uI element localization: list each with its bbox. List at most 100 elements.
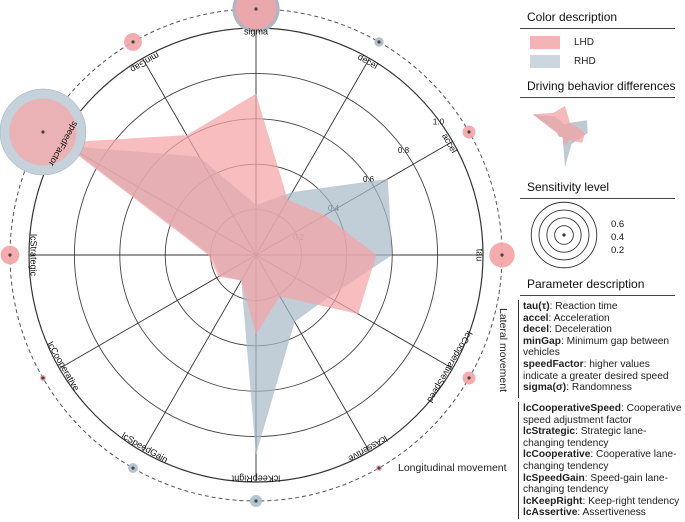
series-point-rhd (391, 254, 393, 256)
series-point-lhd (255, 334, 257, 336)
parameter-name: lcAssertive (523, 507, 578, 519)
parameter-desc: : Acceleration (548, 312, 610, 324)
radial-tick-label: 0.6 (363, 175, 375, 184)
legend-label-lhd: LHD (574, 37, 595, 48)
sensitivity-center-dot (254, 499, 258, 503)
axis-label-lcspeedgain: lcSpeedGain (120, 430, 170, 464)
parameter-item: sigma(σ): Randomness (523, 382, 683, 394)
lhd-swatch (530, 36, 560, 49)
sensitivity-center-dot (377, 40, 381, 44)
parameter-item: speedFactor: higher values indicate a gr… (523, 359, 683, 382)
parameter-item: lcSpeedGain: Speed-gain lane-changing te… (523, 473, 683, 496)
parameter-item: lcCooperative: Cooperative lane-changing… (523, 449, 683, 472)
lateral-movement-label: Lateral movement (497, 307, 509, 393)
parameter-desc: : Cooperative lane-changing tendency (523, 449, 677, 472)
series-point-lhd (376, 254, 378, 256)
divider (520, 295, 675, 296)
divider (520, 97, 675, 98)
sensitivity-center-dot (467, 130, 471, 134)
axis-label-tau: tau (475, 249, 485, 262)
sensitivity-level-center (562, 233, 566, 237)
parameter-desc: : Reaction time (549, 301, 618, 312)
series-point-rhd (220, 275, 222, 277)
parameter-desc: : Minimum gap between vehicles (523, 335, 670, 359)
sensitivity-center-dot (131, 466, 135, 470)
parameter-desc: : Randomness (566, 382, 632, 394)
series-point-lhd (255, 93, 257, 95)
parameter-desc: : Deceleration (549, 324, 612, 336)
series-point-lhd (324, 214, 326, 216)
parameter-name: minGap (523, 335, 561, 347)
series-lhd (61, 93, 377, 335)
mini-series-lhd (532, 106, 586, 147)
series-point-lhd (218, 276, 220, 278)
parameter-desc: : Strategic lane-changing tendency (523, 426, 647, 449)
axis-label-accel: accel (440, 132, 459, 155)
axis-label-sigma: sigma (244, 26, 268, 36)
radar-series (61, 93, 393, 456)
parameter-name: lcStrategic (523, 426, 576, 438)
longitudinal-movement-label: Longitudinal movement (398, 462, 507, 474)
color-description-title: Color description (527, 10, 618, 24)
axis-label-lcassertive: lcAssertive (346, 433, 389, 463)
parameter-description-title: Parameter description (527, 277, 645, 291)
parameter-desc: : Cooperative speed adjustment factor (523, 403, 682, 426)
sensitivity-center-dot (500, 253, 504, 257)
series-point-rhd (292, 191, 294, 193)
lateral-bracket (518, 300, 519, 398)
lateral-parameter-list: tau(τ): Reaction time accel: Acceleration… (523, 301, 683, 394)
series-point-rhd (328, 296, 330, 298)
axis-label-lcstrategic: lcStrategic (29, 234, 39, 277)
sensitivity-level-label: 0.4 (611, 232, 624, 243)
parameter-desc: : Keep-right tendency (582, 495, 680, 507)
sensitivity-ring (0, 0, 515, 508)
series-point-lhd (287, 199, 289, 201)
rhd-swatch (530, 55, 560, 68)
axis-label-lccooperativespeed: lcCooperativeSpeed (425, 329, 474, 404)
parameter-desc: : Speed-gain lane-changing tendency (523, 472, 668, 496)
sensitivity-center-dot (41, 130, 45, 134)
axis-label-lccooperative: lcCooperative (45, 340, 81, 393)
series-point-rhd (387, 178, 389, 180)
series-point-rhd (255, 454, 257, 456)
side-panels: 0.6 0.4 0.2 (530, 106, 624, 269)
series-point-rhd (294, 321, 296, 323)
parameter-item: lcStrategic: Strategic lane-changing ten… (523, 426, 683, 449)
series-point-lhd (279, 295, 281, 297)
series-point-rhd (198, 156, 200, 158)
legend-item-lhd: LHD (530, 36, 594, 49)
series-point-lhd (208, 254, 210, 256)
parameter-name: decel (523, 324, 550, 336)
sensitivity-center-dot (377, 466, 381, 470)
parameter-item: lcAssertive: Assertiveness (523, 507, 683, 519)
parameter-item: lcKeepRight: Keep-right tendency (523, 496, 683, 508)
radial-tick-label: 0.8 (398, 146, 410, 155)
parameter-item: decel: Deceleration (523, 324, 683, 336)
parameter-item: tau(τ): Reaction time (523, 301, 683, 313)
sensitivity-center-dot (131, 40, 135, 44)
sensitivity-bubble-inner (235, 0, 277, 30)
parameter-name: lcCooperativeSpeed (523, 403, 621, 414)
series-point-rhd (210, 254, 212, 256)
parameter-name: lcKeepRight (523, 495, 583, 507)
sensitivity-level-circle (538, 209, 590, 261)
legend-item-rhd: RHD (530, 55, 596, 68)
axis-label-decel: decel (356, 52, 380, 71)
series-point-lhd (357, 313, 359, 315)
legend-label-rhd: RHD (574, 56, 596, 67)
longitudinal-parameter-list: lcCooperativeSpeed: Cooperative speed ad… (523, 403, 683, 519)
sensitivity-title: Sensitivity level (527, 180, 610, 194)
sensitivity-center-dot (41, 376, 45, 380)
sensitivity-level-circle (530, 201, 598, 269)
sensitivity-center-dot (467, 376, 471, 380)
axis-label-lckeepright: lcKeepRight (231, 474, 280, 484)
parameter-desc: : higher values indicate a greater desir… (523, 358, 669, 382)
series-point-rhd (240, 280, 242, 282)
radial-tick-label: 1.0 (433, 117, 445, 126)
axis-label-mingap: minGap (129, 50, 161, 74)
sensitivity-level-label: 0.6 (611, 219, 624, 230)
parameter-item: accel: Acceleration (523, 313, 683, 325)
radar-spoke (142, 254, 257, 452)
sensitivity-center-dot (254, 7, 258, 11)
